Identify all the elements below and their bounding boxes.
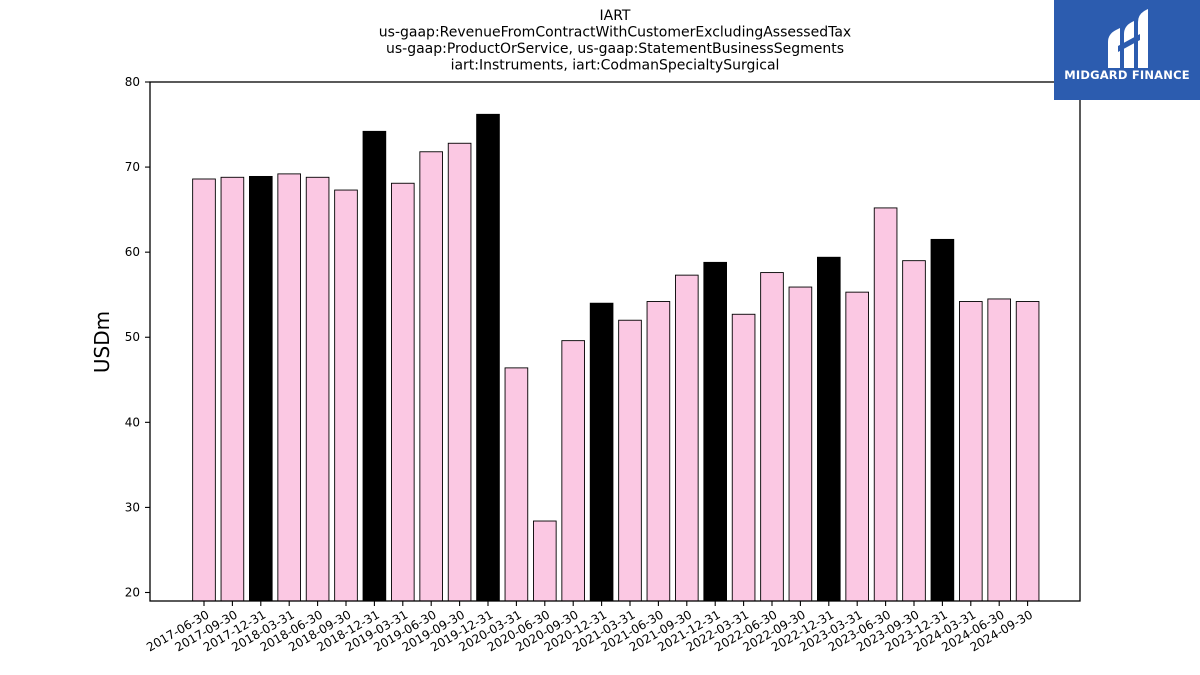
y-tick-label: 80 <box>125 75 140 89</box>
bar <box>788 286 813 602</box>
bar <box>618 319 642 602</box>
bar <box>873 207 898 602</box>
y-axis-label: USDm <box>90 311 114 373</box>
bar <box>476 113 500 602</box>
bar <box>277 173 302 602</box>
bar <box>817 256 841 602</box>
y-axis: 20 30 40 50 60 70 80 <box>125 75 150 599</box>
midgard-finance-logo: MIDGARD FINANCE <box>1054 0 1200 100</box>
bar <box>504 367 529 602</box>
bar <box>391 182 415 602</box>
bar <box>703 261 727 602</box>
bar <box>362 130 387 602</box>
logo-text: MIDGARD FINANCE <box>1064 68 1190 82</box>
y-tick-label: 70 <box>125 160 140 174</box>
bar <box>192 178 216 602</box>
bar <box>561 340 585 602</box>
chart-title: IARTus-gaap:RevenueFromContractWithCusto… <box>379 8 851 74</box>
bar <box>533 520 557 602</box>
x-axis: 2017-06-302017-09-302017-12-312018-03-31… <box>144 601 1035 654</box>
y-tick-label: 50 <box>125 330 140 344</box>
plot-frame <box>149 81 1081 602</box>
y-tick-label: 40 <box>125 415 140 429</box>
bar <box>589 302 614 602</box>
bar <box>1015 301 1040 602</box>
bar <box>220 176 245 602</box>
bar <box>675 274 699 602</box>
bar <box>760 272 784 602</box>
bar <box>959 301 983 602</box>
bar <box>334 189 358 602</box>
bar <box>731 313 756 602</box>
bars <box>192 113 1040 602</box>
y-tick-label: 20 <box>125 585 140 599</box>
bar <box>305 176 330 602</box>
bar <box>930 238 955 602</box>
y-tick-label: 60 <box>125 245 140 259</box>
y-tick-label: 30 <box>125 500 140 514</box>
chart-title-line: IART <box>600 8 631 24</box>
bar <box>902 260 926 602</box>
bar <box>248 175 273 602</box>
bar <box>646 301 671 602</box>
chart-title-line: iart:Instruments, iart:CodmanSpecialtySu… <box>451 58 780 74</box>
chart-title-line: us-gaap:RevenueFromContractWithCustomerE… <box>379 25 851 41</box>
chart-title-line: us-gaap:ProductOrService, us-gaap:Statem… <box>386 41 844 57</box>
bar <box>987 298 1011 602</box>
bar <box>419 151 444 602</box>
bar <box>845 291 869 602</box>
logo-mark-icon <box>1108 9 1148 68</box>
bar <box>447 142 472 602</box>
